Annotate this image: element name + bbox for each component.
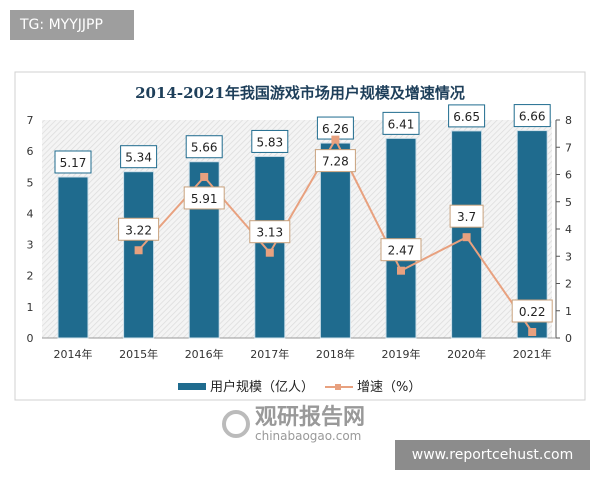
- growth-point: [134, 246, 143, 255]
- watermark-en: chinabaogao.com: [255, 429, 361, 443]
- y-left-tick: 4: [27, 207, 34, 220]
- bar-label: 6.41: [388, 117, 415, 131]
- bar-label: 5.66: [191, 141, 218, 155]
- y-right-tick: 7: [565, 141, 572, 154]
- bar-label-box: [251, 129, 289, 153]
- x-tick: 2018年: [316, 347, 355, 361]
- y-right-tick: 6: [565, 169, 572, 182]
- x-tick: 2021年: [513, 347, 552, 361]
- bar-label-box: [448, 104, 486, 128]
- bar: [385, 137, 417, 339]
- growth-point: [462, 233, 471, 242]
- legend-line-marker: [335, 384, 341, 390]
- growth-label-box: [380, 238, 422, 262]
- y-right-tick: 4: [565, 223, 572, 236]
- bar-label: 6.65: [453, 110, 480, 124]
- legend-bar-swatch: [178, 383, 206, 390]
- x-tick: 2014年: [54, 347, 93, 361]
- growth-point: [265, 248, 274, 257]
- watermark-circle-icon: [222, 410, 250, 438]
- bar-label: 6.66: [519, 110, 546, 124]
- bar: [57, 176, 89, 339]
- x-tick: 2016年: [185, 347, 224, 361]
- site-label: www.reportcehust.com: [395, 440, 590, 470]
- growth-label-box: [449, 204, 484, 228]
- growth-label: 7.28: [322, 155, 349, 169]
- y-right-tick: 2: [565, 278, 572, 291]
- growth-label: 3.22: [125, 223, 152, 237]
- growth-point: [528, 328, 537, 337]
- bar: [254, 155, 286, 339]
- y-right-tick: 1: [565, 305, 572, 318]
- growth-point: [397, 266, 405, 275]
- y-left-tick: 6: [27, 145, 34, 158]
- bar-label-box: [185, 135, 223, 159]
- growth-label-box: [314, 149, 356, 173]
- bar-label: 5.17: [60, 156, 87, 170]
- growth-label: 3.7: [457, 210, 476, 224]
- watermark-cn: 观研报告网: [255, 405, 365, 430]
- y-right-tick: 8: [565, 114, 572, 127]
- growth-label-box: [249, 220, 291, 244]
- bar: [319, 142, 351, 339]
- y-left-tick: 1: [27, 301, 34, 314]
- growth-label: 0.22: [519, 305, 546, 319]
- chart-title: 2014-2021年我国游戏市场用户规模及增速情况: [135, 84, 465, 102]
- bar-label-box: [382, 111, 420, 135]
- tg-label: TG: MYYJJPP: [10, 10, 134, 40]
- bar-label: 6.26: [322, 122, 349, 136]
- y-left-tick: 5: [27, 176, 34, 189]
- growth-label-box: [511, 299, 553, 323]
- bar-label: 5.34: [125, 151, 152, 165]
- growth-label-box: [118, 217, 160, 241]
- bar-label-box: [120, 145, 158, 169]
- watermark-logo: 观研报告网 chinabaogao.com: [222, 405, 365, 443]
- y-left-tick: 3: [27, 239, 34, 252]
- legend-line-label: 增速（%）: [357, 380, 421, 395]
- growth-point: [200, 172, 209, 181]
- x-tick: 2017年: [250, 347, 289, 361]
- growth-label: 3.13: [256, 226, 283, 240]
- y-right-tick: 5: [565, 196, 572, 209]
- y-left-tick: 0: [27, 332, 34, 345]
- bar-label-box: [54, 150, 92, 174]
- y-left-tick: 7: [27, 114, 34, 127]
- y-left-tick: 2: [27, 270, 34, 283]
- y-right-tick: 0: [565, 332, 572, 345]
- growth-label-box: [183, 186, 225, 210]
- x-tick: 2015年: [119, 347, 158, 361]
- bar-label: 5.83: [256, 135, 283, 149]
- growth-point: [331, 135, 340, 144]
- growth-label: 5.91: [191, 192, 218, 206]
- x-tick: 2020年: [447, 347, 486, 361]
- x-tick: 2019年: [382, 347, 421, 361]
- legend: 用户规模（亿人） 增速（%）: [178, 379, 421, 395]
- bar-label-box: [513, 104, 551, 128]
- growth-label: 2.47: [388, 244, 415, 258]
- y-right-tick: 3: [565, 250, 572, 263]
- bar: [123, 171, 155, 339]
- legend-bar-label: 用户规模（亿人）: [210, 379, 314, 395]
